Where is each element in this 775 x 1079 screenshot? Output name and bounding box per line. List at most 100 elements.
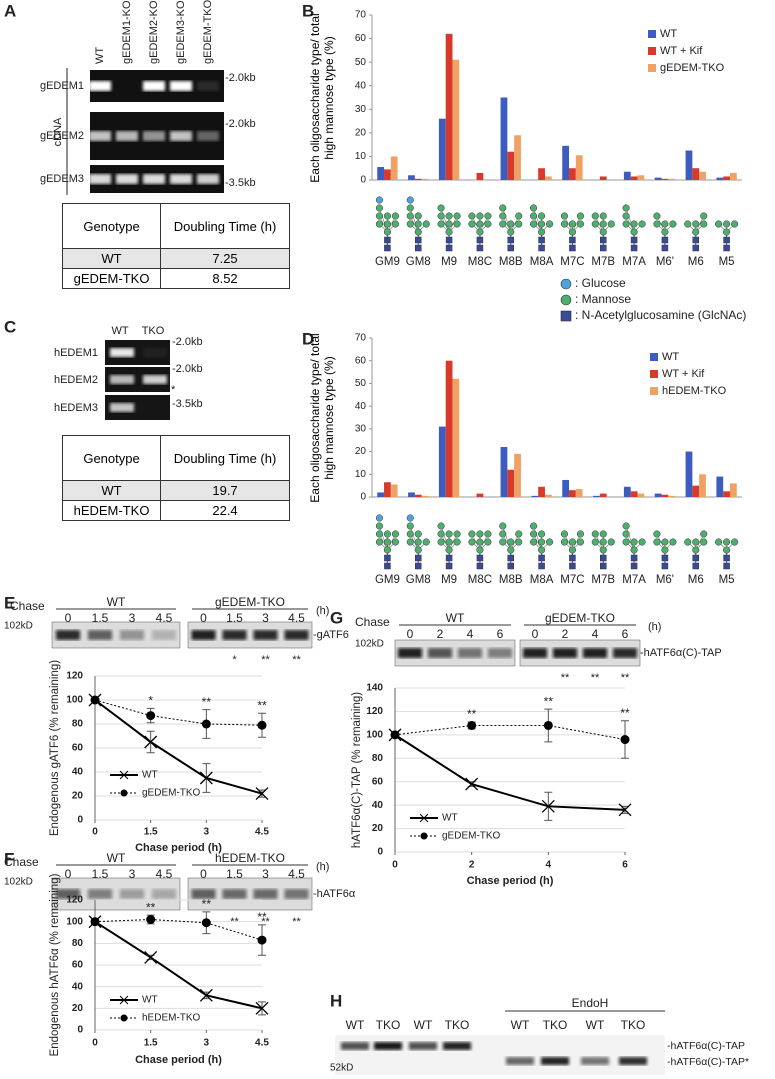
panel-label: E [4,593,15,612]
glcnac-icon [569,562,576,570]
mannose-icon [538,530,546,538]
band-label: -hATF6α(C)-TAP [640,647,722,659]
legend-marker [419,813,429,823]
blot-band [120,889,144,899]
glcnac-icon [723,554,730,562]
bar [630,491,638,497]
marker-label: 102kD [4,877,33,888]
y-axis-title: Endogenous hATF6α (% remaining) [49,873,61,1056]
mannose-icon [638,220,646,228]
bar [377,492,385,497]
bar [514,453,521,497]
bar [414,178,422,180]
bar [390,484,398,497]
glcnac-icon [507,562,514,570]
y-axis-title: Endogenous gATF6 (% remaining) [49,660,61,836]
cell: 7.25 [160,248,290,269]
row-label: gEDEM2 [40,130,84,142]
gel-band [143,131,165,141]
mannose-icon [414,530,422,538]
x-tick-label: M9 [441,574,457,586]
table-a: Genotype Doubling Time (h) WT 7.25 gEDEM-T… [61,203,290,289]
legend-marker [119,770,129,780]
mannose-icon [383,546,391,554]
gel-band [110,403,134,412]
mannose-icon [507,538,515,546]
mannose-icon [692,546,700,554]
bar [538,168,545,180]
glcnac-icon [538,244,545,252]
mannose-icon [391,220,399,228]
mannose-icon [499,220,507,228]
mannose-icon [653,538,661,546]
mannose-icon [546,538,554,546]
group-label: gEDEM-TKO [215,595,285,609]
legend-label: WT [660,28,677,40]
x-tick-label: M5 [719,574,735,586]
y-tick-label: 0 [377,847,383,858]
glcnac-icon [600,244,607,252]
mannose-icon [723,220,731,228]
glcnac-icon [569,554,576,562]
x-tick-label: M7B [591,256,615,268]
mannose-icon [499,212,507,220]
mannose-icon [560,220,568,228]
band-label: -hATF6α [313,888,356,900]
blot-band [88,889,112,899]
mannose-icon [437,530,445,538]
glcnac-icon [600,236,607,244]
cell: WT [61,248,162,269]
mannose-icon [715,538,723,546]
group-label: EndoH [572,996,609,1010]
glycan-link [409,525,419,551]
mannose-icon [437,212,445,220]
bar [384,482,391,497]
bar [438,426,446,497]
significance: ** [292,916,301,928]
row-label: gEDEM1 [40,80,84,92]
legend-swatch [648,30,656,38]
lane-label: WT [511,1018,530,1032]
mannose-icon [630,546,638,554]
header-cell: Doubling Time (h) [160,203,290,249]
panel-label: C [4,317,16,336]
mannose-icon [476,546,484,554]
bar [408,492,415,497]
mannose-icon [406,538,414,546]
y-tick-label: 10 [355,469,367,480]
mannose-icon [406,530,414,538]
gel-band [143,81,165,91]
mannose-icon [484,538,492,546]
glcnac-icon [569,244,576,252]
glycan-link [409,207,419,233]
bar [575,489,583,497]
row-label: hEDEM2 [54,374,98,386]
y-tick-label: 0 [360,492,366,503]
bar [692,168,700,180]
mannose-icon [630,220,638,228]
bar [575,155,583,180]
panel-label: H [330,991,342,1010]
bar [445,360,453,497]
marker [390,730,400,740]
bar [654,177,662,180]
glycan-link [533,525,542,551]
glcnac-icon [600,562,607,570]
glcnac-icon [415,244,422,252]
glcnac-icon [661,244,669,252]
bar [685,451,693,497]
cell: hEDEM-TKO [61,500,162,521]
x-tick-label: GM8 [406,256,431,268]
mannose-icon [723,228,731,236]
unit-label: (h) [648,621,661,633]
gel-band [143,174,165,184]
glcnac-icon [384,562,391,570]
time-label: 4 [467,627,474,641]
y-tick-label: 80 [72,719,84,730]
mannose-icon [669,220,677,228]
band-label: -hATF6α(C)-TAP [667,1040,745,1052]
marker [144,950,158,964]
mannose-icon [607,538,615,546]
mannose-icon [507,546,515,554]
significance: * [148,694,153,708]
